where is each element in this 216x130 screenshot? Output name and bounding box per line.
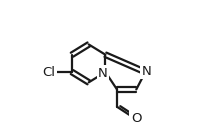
Text: N: N (141, 65, 151, 78)
Text: Cl: Cl (42, 66, 55, 79)
Text: N: N (98, 67, 108, 80)
Text: O: O (131, 112, 141, 125)
